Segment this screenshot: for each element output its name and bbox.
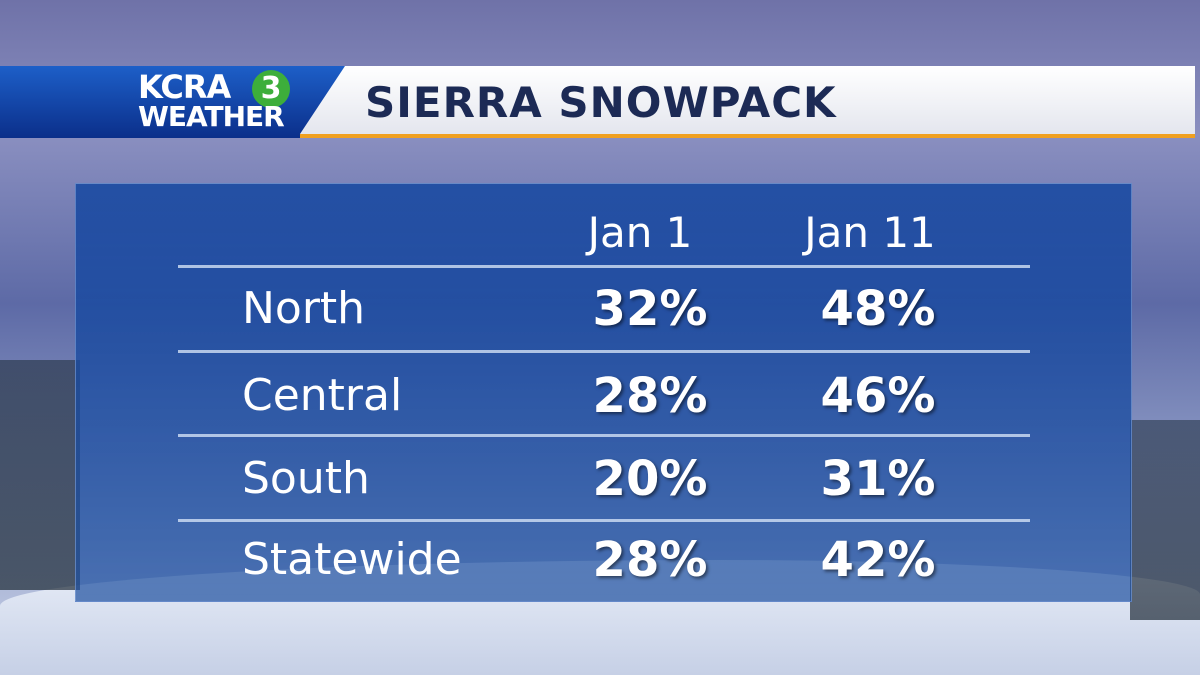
- row-label: South: [242, 453, 370, 504]
- cell-value: 48%: [820, 281, 936, 337]
- title: SIERRA SNOWPACK: [365, 78, 837, 127]
- title-band: [300, 66, 1195, 134]
- column-header: Jan 11: [804, 208, 936, 257]
- cell-value: 46%: [820, 368, 936, 424]
- row-divider: [178, 265, 1030, 268]
- table-panel: [75, 183, 1132, 602]
- cell-value: 28%: [592, 532, 708, 588]
- row-label: North: [242, 283, 366, 334]
- cell-value: 32%: [592, 281, 708, 337]
- cell-value: 31%: [820, 451, 936, 507]
- cell-value: 20%: [592, 451, 708, 507]
- trees: [0, 360, 80, 590]
- cell-value: 28%: [592, 368, 708, 424]
- trees: [1130, 420, 1200, 620]
- cell-value: 42%: [820, 532, 936, 588]
- title-underline: [300, 134, 1195, 138]
- logo-channel: 3: [252, 70, 290, 108]
- row-divider: [178, 350, 1030, 353]
- row-label: Central: [242, 370, 403, 421]
- logo-band: [0, 66, 345, 138]
- logo-station: KCRA: [138, 68, 231, 106]
- row-divider: [178, 434, 1030, 437]
- row-label: Statewide: [242, 534, 462, 585]
- row-divider: [178, 519, 1030, 522]
- logo-brand: WEATHER: [138, 100, 285, 133]
- column-header: Jan 1: [587, 208, 693, 257]
